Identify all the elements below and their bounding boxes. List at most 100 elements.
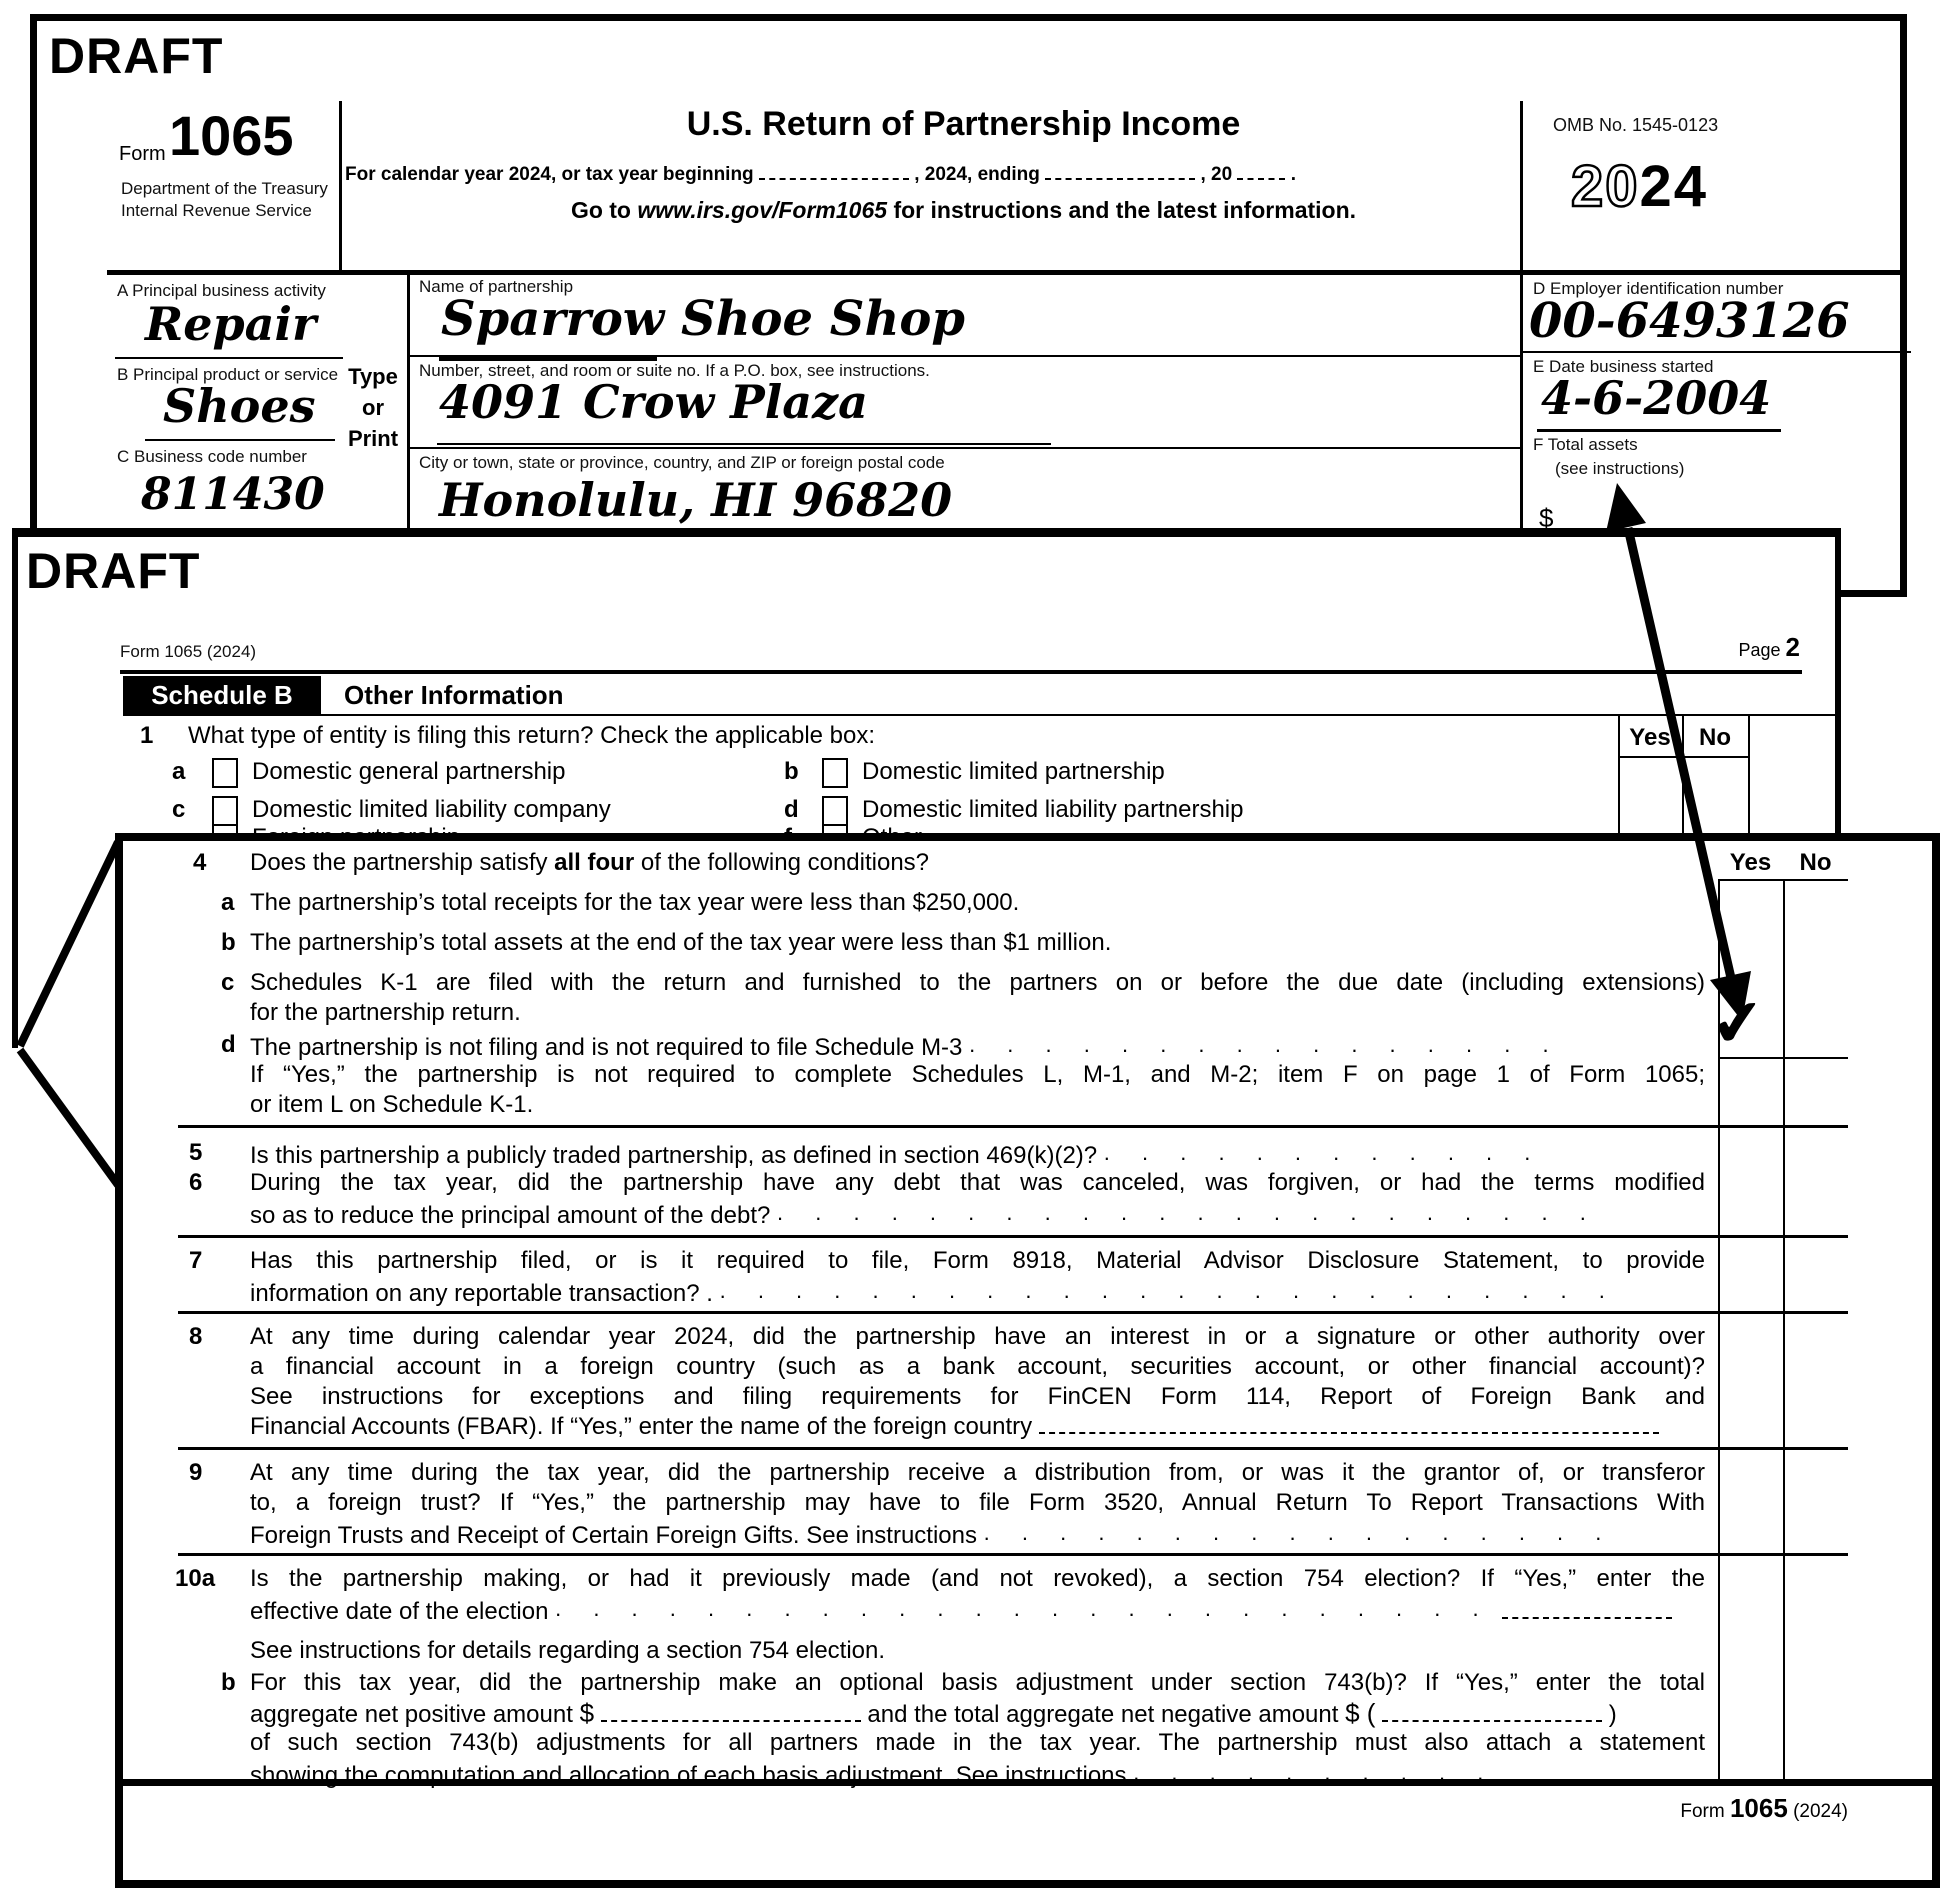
schedule-b-title: Other Information <box>344 680 564 710</box>
street-label: Number, street, and room or suite no. If… <box>419 361 930 380</box>
q6-main2: so as to reduce the principal amount of … <box>250 1202 771 1229</box>
q6-dots: . . . . . . . . . . . . . . . . . . . . … <box>777 1200 1598 1223</box>
q10b-main2b: and the total aggregate net negative amo… <box>867 1701 1339 1728</box>
row-divider <box>407 447 1520 449</box>
q10b-text-line2: aggregate net positive amount $ and the … <box>250 1699 1705 1729</box>
type-or-print: Type or Print <box>339 361 407 454</box>
q1d-letter: d <box>784 796 799 823</box>
form-number-label: Form <box>119 143 166 166</box>
field-b-line[interactable] <box>145 439 335 441</box>
subtitle-pre: For calendar year 2024, or tax year begi… <box>345 164 754 185</box>
type-word: Type <box>348 364 398 389</box>
schedule-b-tab: Schedule B <box>123 676 321 714</box>
q7-number: 7 <box>189 1247 203 1274</box>
row-divider <box>1520 351 1911 353</box>
q4-number: 4 <box>193 849 207 876</box>
q10b-negative-blank[interactable] <box>1382 1703 1603 1722</box>
year-bold: 24 <box>1639 154 1709 219</box>
q1a-checkbox[interactable] <box>212 758 238 788</box>
divider <box>339 101 342 273</box>
page2-left-border <box>12 528 18 1048</box>
goto-post: for instructions and the latest informat… <box>887 197 1357 223</box>
q10a-date-blank[interactable] <box>1501 1600 1672 1619</box>
q10a-text-line1: Is the partnership making, or had it pre… <box>250 1565 1705 1592</box>
q9-text-line2: to, a foreign trust? If “Yes,” the partn… <box>250 1489 1705 1516</box>
name-underline <box>439 357 657 361</box>
q4-part2: all four <box>554 849 635 876</box>
q1b-label: Domestic limited partnership <box>862 758 1165 785</box>
row-divider <box>407 355 1520 357</box>
q4-part3: of the following conditions? <box>634 849 930 876</box>
q4d-yes-checkmark[interactable]: ✔ <box>1707 984 1769 1064</box>
q8-number: 8 <box>189 1323 203 1350</box>
q10b-dots: . . . . . . . . . . . . . . . . . . . . … <box>1133 1760 1493 1783</box>
q6-text-line2: so as to reduce the principal amount of … <box>250 1199 1705 1230</box>
yn-header-rule <box>1618 756 1750 758</box>
q4c-text-line2: for the partnership return. <box>250 999 521 1026</box>
page2-top-border <box>12 528 1841 537</box>
q8-country-blank[interactable] <box>1038 1415 1659 1434</box>
q1c-checkbox[interactable] <box>212 796 238 826</box>
bottom-rule <box>123 1779 1932 1786</box>
q10a-text-line2: effective date of the election . . . . .… <box>250 1595 1705 1626</box>
inset-content: Yes No ✔ 4 Does the partnership satisfy … <box>123 841 1932 1880</box>
q1d-checkbox[interactable] <box>822 796 848 826</box>
footer-form-word: Form <box>1680 1801 1730 1822</box>
q1b-letter: b <box>784 758 799 785</box>
q6-number: 6 <box>189 1169 203 1196</box>
yn-col-line-inset <box>1718 879 1720 1779</box>
schedule-b-band-rule <box>123 714 1835 716</box>
goto-pre: Go to <box>570 197 638 223</box>
print-word: Print <box>347 426 399 451</box>
q10b-positive-blank[interactable] <box>600 1703 861 1722</box>
page1-sheet: DRAFT Form 1065 Department of the Treasu… <box>30 14 1911 604</box>
date-line[interactable] <box>1537 429 1781 432</box>
yes-header-inset: Yes <box>1729 849 1772 876</box>
tax-year-begin-blank[interactable] <box>758 161 909 180</box>
form-number: 1065 <box>169 104 294 167</box>
subtitle-end: . <box>1290 164 1296 185</box>
q10b-main2a: aggregate net positive amount <box>250 1701 573 1728</box>
rule-after-q7 <box>178 1311 1848 1314</box>
tax-year-yy-blank[interactable] <box>1237 161 1286 180</box>
q8-text-line1: At any time during calendar year 2024, d… <box>250 1323 1705 1350</box>
q8-text-line4: Financial Accounts (FBAR). If “Yes,” ent… <box>250 1413 1705 1441</box>
field-c-value: 811430 <box>141 469 325 520</box>
q9-number: 9 <box>189 1459 203 1486</box>
q1a-letter: a <box>172 758 186 785</box>
q10b-close-paren: ) <box>1608 1701 1617 1728</box>
subtitle-year: , 20 <box>1200 164 1233 185</box>
q1c-letter: c <box>172 796 186 823</box>
street-value: 4091 Crow Plaza <box>439 375 868 429</box>
form-word: Form <box>119 143 166 165</box>
q8-main4: Financial Accounts (FBAR). If “Yes,” ent… <box>250 1413 1033 1440</box>
q4c-letter: c <box>221 969 235 996</box>
q10a-dots: . . . . . . . . . . . . . . . . . . . . … <box>555 1596 1495 1619</box>
field-a-line[interactable] <box>115 357 343 359</box>
q1b-checkbox[interactable] <box>822 758 848 788</box>
divider <box>407 270 410 604</box>
q5-main: Is this partnership a publicly traded pa… <box>250 1142 1098 1169</box>
rule-after-q6 <box>178 1235 1848 1238</box>
goto-line: Go to www.irs.gov/Form1065 for instructi… <box>407 197 1520 224</box>
q4-part1: Does the partnership satisfy <box>250 849 555 876</box>
footer-form-year: (2024) <box>1787 1801 1848 1822</box>
ein-label: D Employer identification number <box>1533 279 1784 298</box>
yn-row-rule-4d <box>1718 1057 1848 1059</box>
field-b-label: B Principal product or service <box>117 365 339 384</box>
page2-form-header: Form 1065 (2024) <box>120 642 257 661</box>
field-c-label: C Business code number <box>117 447 307 466</box>
q4a-text: The partnership’s total receipts for the… <box>250 889 1020 916</box>
total-assets-label: F Total assets <box>1533 435 1638 454</box>
date-started-label: E Date business started <box>1533 357 1714 376</box>
q10b-text-line3: of such section 743(b) adjustments for a… <box>250 1729 1705 1756</box>
q9-text-line3: Foreign Trusts and Receipt of Certain Fo… <box>250 1519 1705 1550</box>
page-word: Page <box>1738 640 1781 660</box>
street-line[interactable] <box>437 443 1051 445</box>
q7-main2: information on any reportable transactio… <box>250 1280 713 1307</box>
name-value: Sparrow Shoe Shop <box>441 291 965 347</box>
q4a-letter: a <box>221 889 235 916</box>
tax-year-end-blank[interactable] <box>1045 161 1196 180</box>
q4d-text: The partnership is not filing and is not… <box>250 1031 1705 1062</box>
goto-url[interactable]: www.irs.gov/Form1065 <box>637 197 888 223</box>
